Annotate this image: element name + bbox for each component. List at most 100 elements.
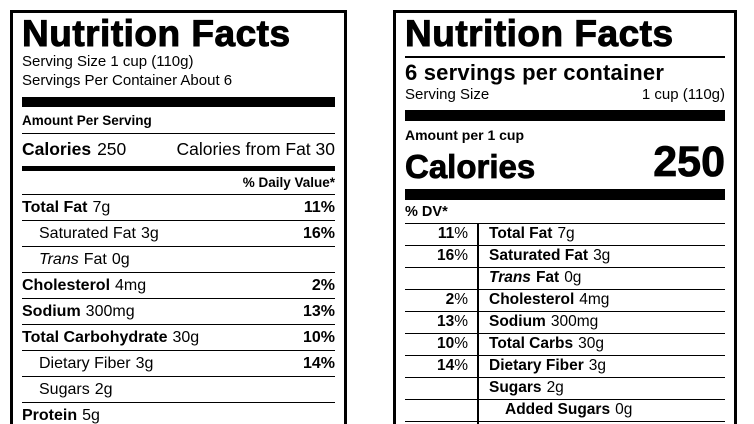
daily-value: 16%: [405, 247, 477, 265]
daily-value: 10%: [302, 328, 335, 346]
daily-value: 16%: [302, 224, 335, 242]
nutrient-name: Saturated Fat: [489, 247, 589, 265]
daily-value-number: 14: [436, 357, 455, 375]
nutrient-row-sodium: Sodium 300mg 13%: [22, 298, 335, 324]
percent-sign: %: [454, 357, 468, 375]
nutrient-name-italic: Trans: [39, 250, 79, 268]
nutrient-name-group: Trans Fat 0g: [477, 267, 725, 289]
nutrient-amount: 300mg: [85, 302, 135, 320]
nutrient-row-total-fat: Total Fat 7g 11%: [22, 194, 335, 220]
daily-value: 11%: [405, 225, 477, 243]
nutrient-name: Protein: [22, 406, 78, 424]
nutrient-name: Sodium: [489, 313, 546, 331]
daily-value-number: 10: [436, 335, 455, 353]
nutrient-amount: 2g: [546, 379, 564, 397]
nutrient-amount: 0g: [564, 269, 582, 287]
divider-bar-thick: [405, 188, 725, 200]
nutrient-amount: 3g: [135, 354, 154, 372]
nutrient-amount: 7g: [557, 225, 575, 243]
calories-value: 250: [653, 137, 726, 186]
nutrient-amount: 2g: [94, 380, 113, 398]
percent-sign: %: [454, 225, 468, 243]
daily-value: 2%: [405, 291, 477, 309]
nutrient-name: Dietary Fiber: [489, 357, 584, 375]
nutrient-name: Total Carbohydrate: [22, 328, 168, 346]
nutrient-name: Cholesterol: [22, 276, 111, 294]
serving-size-value: 1 cup (110g): [641, 85, 725, 103]
nutrient-name: Added Sugars: [505, 401, 611, 419]
nutrient-amount: 7g: [92, 198, 111, 216]
serving-size-line: Serving Size 1 cup (110g): [22, 53, 194, 71]
daily-value-number: 11: [437, 225, 455, 243]
calories-row: Calories 250: [405, 137, 726, 186]
nutrient-row-total-fat: 11% Total Fat 7g: [405, 222, 725, 245]
nutrient-amount: 3g: [588, 357, 607, 375]
nutrient-amount: 5g: [82, 406, 100, 424]
serving-size-row: Serving Size 1 cup (110g): [405, 86, 725, 104]
nutrient-name-group: Total Carbohydrate 30g: [22, 329, 199, 347]
nutrient-name: Total Fat: [489, 225, 553, 243]
nutrient-row-added-sugars: Added Sugars 0g: [405, 398, 725, 421]
nutrient-amount: 300mg: [550, 313, 599, 331]
nutrient-name-italic: Trans: [489, 269, 531, 287]
nutrient-name: Dietary Fiber: [39, 354, 131, 372]
nutrient-amount: 3g: [593, 247, 611, 265]
daily-value-number: 13: [436, 313, 455, 331]
label-title: Nutrition Facts: [405, 13, 674, 54]
percent-sign: %: [454, 291, 468, 309]
divider-bar-medium: [22, 166, 335, 172]
daily-value: 11%: [303, 198, 335, 216]
nutrient-row-cholesterol: Cholesterol 4mg 2%: [22, 272, 335, 298]
divider-rule: [405, 56, 725, 59]
nutrient-name-group: Total Fat 7g: [477, 223, 725, 245]
nutrient-name-group: Total Carbs 30g: [477, 333, 725, 355]
nutrient-row-sodium: 13% Sodium 300mg: [405, 310, 725, 333]
nutrient-name-group: Trans Fat 0g: [39, 251, 130, 269]
nutrient-amount: 0g: [111, 250, 130, 268]
daily-value: 14%: [302, 354, 335, 372]
nutrient-name: Fat: [535, 269, 560, 287]
nutrient-name-group: Sugars 2g: [477, 377, 725, 399]
nutrient-name: Sugars: [39, 380, 90, 398]
nutrient-row-sugars: Sugars 2g: [405, 376, 725, 399]
serving-size-label: Serving Size: [405, 85, 490, 103]
amount-per-serving-header: Amount Per Serving: [22, 113, 152, 129]
calories-value: 250: [97, 139, 127, 160]
nutrient-name: Sugars: [489, 379, 542, 397]
nutrient-name: Sodium: [22, 302, 81, 320]
nutrient-name-group: Sodium 300mg: [22, 303, 135, 321]
percent-sign: %: [454, 247, 468, 265]
nutrient-row-sugars: Sugars 2g: [22, 376, 335, 402]
daily-value: 13%: [405, 313, 477, 331]
nutrient-amount: 4mg: [115, 276, 147, 294]
daily-value-header: % Daily Value*: [242, 175, 335, 191]
nutrient-name: Total Fat: [22, 198, 88, 216]
divider-bar-thick: [405, 109, 725, 121]
nutrient-row-dietary-fiber: Dietary Fiber 3g 14%: [22, 350, 335, 376]
nutrition-label-new-format: Nutrition Facts 6 servings per container…: [393, 10, 737, 424]
nutrient-name-group: Dietary Fiber 3g: [39, 355, 153, 373]
nutrient-name: Saturated Fat: [39, 224, 136, 242]
nutrient-name-group: Dietary Fiber 3g: [477, 355, 725, 377]
daily-value: 13%: [302, 302, 335, 320]
nutrient-name-group: Sugars 2g: [39, 381, 113, 399]
nutrient-name-group: Total Fat 7g: [22, 199, 110, 217]
daily-value: 14%: [405, 357, 477, 375]
nutrient-row-total-carbs: 10% Total Carbs 30g: [405, 332, 725, 355]
servings-per-container-line: Servings Per Container About 6: [22, 71, 233, 89]
nutrient-name: Total Carbs: [489, 335, 574, 353]
servings-per-container-line: 6 servings per container: [405, 60, 665, 86]
nutrient-row-saturated-fat: Saturated Fat 3g 16%: [22, 220, 335, 246]
calories-label: Calories: [405, 148, 536, 186]
nutrient-name: Fat: [83, 250, 107, 268]
nutrient-name: Cholesterol: [489, 291, 575, 309]
calories-group: Calories 250: [22, 139, 126, 160]
nutrient-amount: 4mg: [579, 291, 610, 309]
nutrient-amount: 0g: [615, 401, 633, 419]
divider-bar-thick: [22, 97, 335, 108]
daily-value-number: 16: [436, 247, 455, 265]
nutrient-row-cholesterol: 2% Cholesterol 4mg: [405, 288, 725, 311]
nutrient-row-total-carbohydrate: Total Carbohydrate 30g 10%: [22, 324, 335, 350]
nutrient-row-trans-fat: Trans Fat 0g: [405, 266, 725, 289]
nutrition-label-old-format: Nutrition Facts Serving Size 1 cup (110g…: [10, 10, 347, 424]
